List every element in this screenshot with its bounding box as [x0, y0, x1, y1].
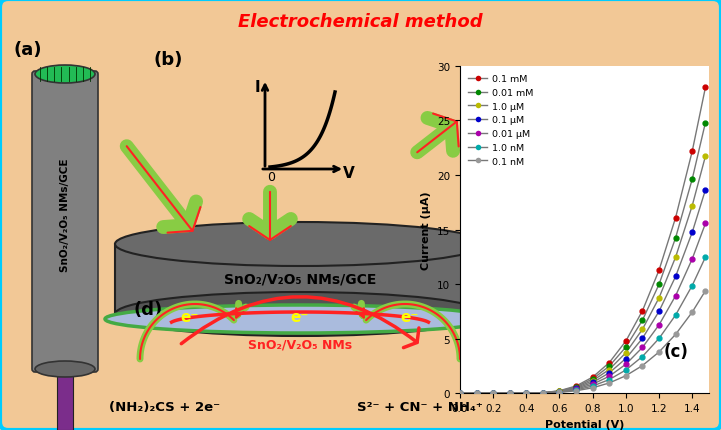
0.01 mM: [555, 389, 564, 394]
0.01 mM: [688, 177, 696, 182]
Text: (c): (c): [664, 342, 689, 360]
1.0 μM: [588, 378, 597, 384]
Text: e⁻: e⁻: [181, 310, 199, 325]
1.0 μM: [605, 367, 614, 372]
0.01 μM: [539, 390, 547, 396]
Text: V: V: [343, 166, 355, 181]
Bar: [115, 244, 485, 314]
0.1 μM: [671, 274, 680, 280]
0.1 nM: [671, 332, 680, 337]
Text: Electrochemical method: Electrochemical method: [238, 13, 482, 31]
0.1 nM: [622, 373, 630, 378]
Text: S²⁻ + CN⁻ + NH₄⁺: S²⁻ + CN⁻ + NH₄⁺: [357, 401, 483, 414]
Text: SnO₂/V₂O₅ NMs/GCE: SnO₂/V₂O₅ NMs/GCE: [60, 158, 70, 271]
1.0 nM: [489, 391, 497, 396]
0.1 nM: [701, 289, 709, 294]
X-axis label: Potential (V): Potential (V): [544, 419, 624, 429]
Ellipse shape: [115, 292, 485, 336]
0.1 nM: [688, 310, 696, 315]
0.1 mM: [655, 268, 663, 273]
0.1 mM: [638, 308, 647, 313]
0.1 nM: [638, 363, 647, 369]
0.01 mM: [472, 391, 481, 396]
Line: 1.0 nM: 1.0 nM: [458, 255, 708, 396]
0.01 mM: [456, 391, 464, 396]
1.0 nM: [572, 387, 580, 393]
Line: 0.1 mM: 0.1 mM: [458, 86, 708, 396]
Text: e⁻: e⁻: [291, 310, 309, 325]
0.1 nM: [489, 391, 497, 396]
0.1 mM: [489, 391, 497, 396]
0.01 μM: [489, 391, 497, 396]
0.1 μM: [701, 188, 709, 193]
0.01 mM: [505, 391, 514, 396]
0.01 μM: [456, 391, 464, 396]
0.01 μM: [522, 391, 531, 396]
0.1 μM: [638, 336, 647, 341]
0.01 μM: [701, 221, 709, 227]
0.1 mM: [505, 391, 514, 396]
1.0 μM: [539, 390, 547, 396]
1.0 μM: [688, 204, 696, 209]
0.01 mM: [539, 390, 547, 396]
Text: e⁻: e⁻: [401, 310, 419, 325]
0.1 nM: [472, 391, 481, 396]
1.0 nM: [688, 283, 696, 289]
Y-axis label: Current (μA): Current (μA): [422, 191, 431, 269]
Text: SnO₂/V₂O₅ NMs/GCE: SnO₂/V₂O₅ NMs/GCE: [224, 272, 376, 286]
0.01 μM: [622, 362, 630, 367]
0.01 mM: [605, 364, 614, 369]
Text: 0: 0: [267, 171, 275, 184]
0.01 μM: [588, 382, 597, 387]
0.01 μM: [638, 345, 647, 350]
0.01 μM: [655, 322, 663, 328]
Ellipse shape: [35, 361, 95, 377]
1.0 μM: [701, 154, 709, 160]
0.01 mM: [638, 318, 647, 323]
1.0 μM: [655, 296, 663, 301]
0.01 mM: [588, 377, 597, 382]
0.1 mM: [472, 391, 481, 396]
0.1 nM: [572, 388, 580, 393]
0.1 μM: [522, 391, 531, 396]
1.0 nM: [539, 390, 547, 396]
Text: (NH₂)₂CS + 2e⁻: (NH₂)₂CS + 2e⁻: [110, 401, 221, 414]
0.1 μM: [555, 389, 564, 394]
1.0 μM: [572, 385, 580, 390]
1.0 μM: [638, 327, 647, 332]
Text: (d): (d): [133, 300, 163, 318]
1.0 μM: [555, 389, 564, 394]
1.0 nM: [555, 390, 564, 395]
0.1 μM: [505, 391, 514, 396]
0.1 nM: [605, 381, 614, 386]
0.01 μM: [671, 294, 680, 299]
0.1 mM: [605, 360, 614, 366]
0.1 nM: [655, 350, 663, 355]
0.1 nM: [539, 390, 547, 396]
0.1 μM: [539, 390, 547, 396]
0.01 mM: [671, 236, 680, 241]
Text: (b): (b): [154, 51, 182, 69]
0.1 μM: [489, 391, 497, 396]
0.1 μM: [688, 230, 696, 236]
1.0 nM: [505, 391, 514, 396]
1.0 nM: [638, 354, 647, 359]
1.0 nM: [472, 391, 481, 396]
0.1 mM: [456, 391, 464, 396]
Text: SnO₂/V₂O₅ NMs: SnO₂/V₂O₅ NMs: [248, 338, 352, 351]
0.01 mM: [655, 282, 663, 287]
1.0 μM: [622, 350, 630, 356]
Legend: 0.1 mM, 0.01 mM, 1.0 μM, 0.1 μM, 0.01 μM, 1.0 nM, 0.1 nM: 0.1 mM, 0.01 mM, 1.0 μM, 0.1 μM, 0.01 μM…: [465, 71, 537, 170]
0.1 nM: [456, 391, 464, 396]
0.1 μM: [456, 391, 464, 396]
FancyBboxPatch shape: [32, 72, 98, 372]
Line: 0.1 nM: 0.1 nM: [458, 289, 708, 396]
1.0 nM: [588, 384, 597, 389]
0.1 mM: [555, 388, 564, 393]
0.1 mM: [522, 391, 531, 396]
0.1 μM: [655, 309, 663, 314]
0.01 μM: [572, 387, 580, 392]
0.01 μM: [555, 389, 564, 394]
0.1 mM: [539, 390, 547, 395]
